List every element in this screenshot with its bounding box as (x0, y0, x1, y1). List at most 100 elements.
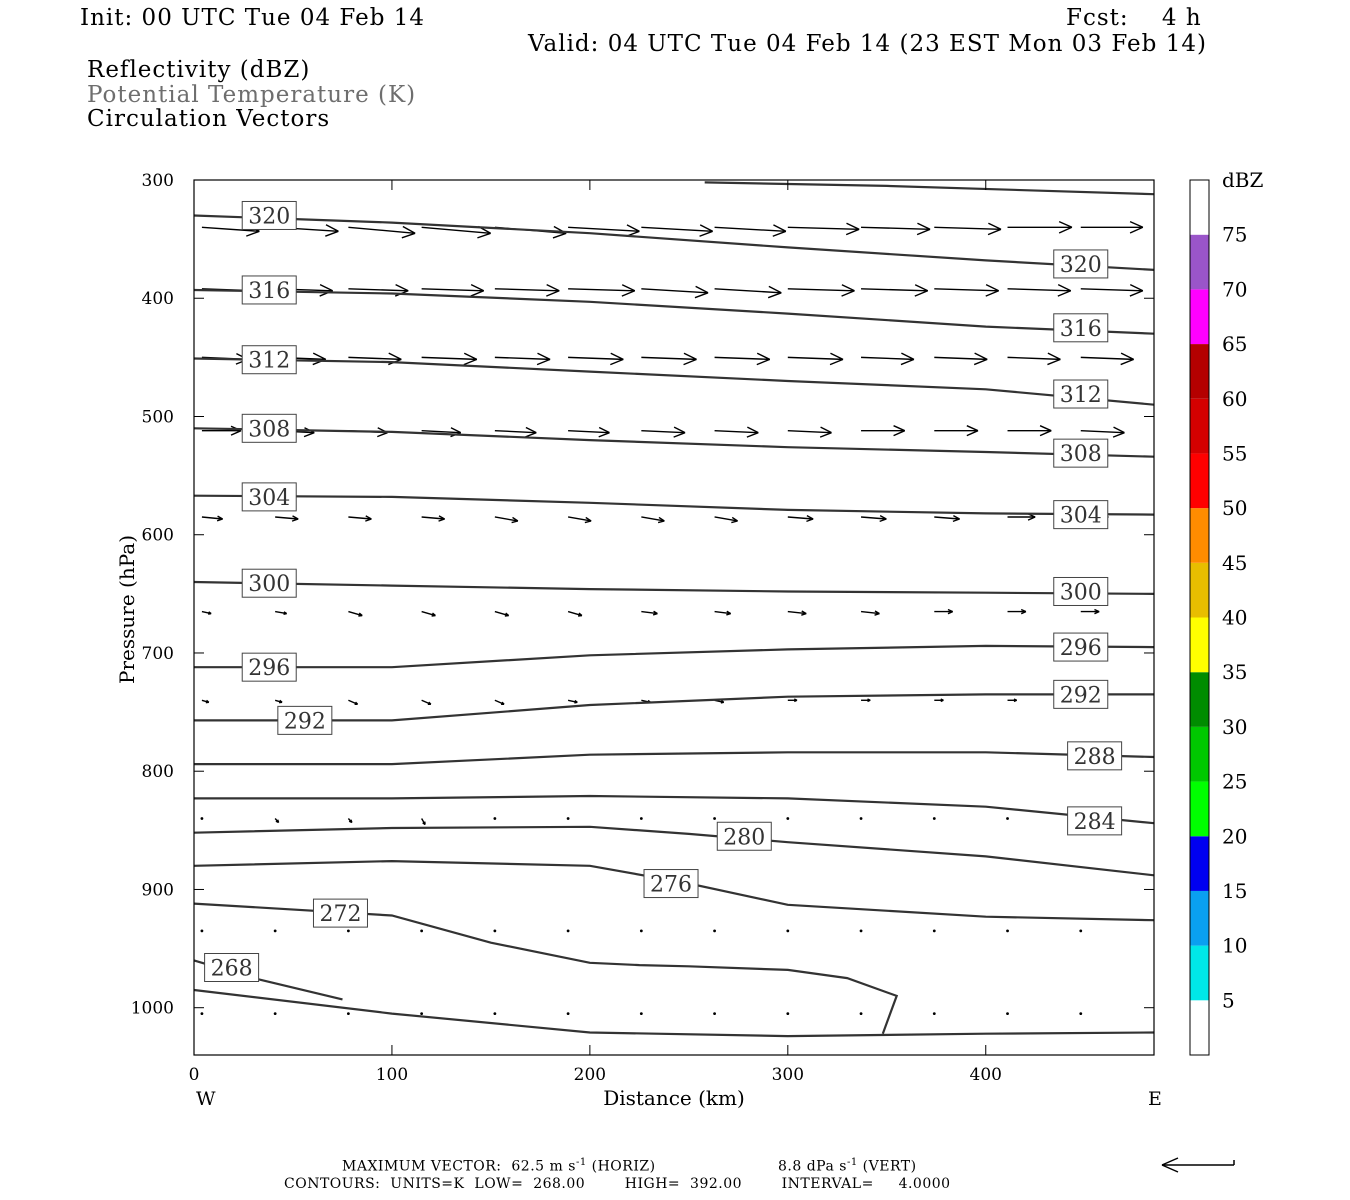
x-end-label-west: W (196, 1088, 216, 1110)
vector-dot (932, 817, 936, 820)
colorbar-segment (1190, 617, 1209, 673)
vector-head (966, 430, 979, 437)
vector-head (1094, 608, 1100, 613)
vector-dot (566, 817, 570, 820)
vector-dot (639, 1012, 643, 1016)
vector-head (1039, 425, 1052, 432)
vector-shaft (641, 516, 665, 522)
contour-line (193, 580, 1155, 595)
vector-shaft (421, 516, 445, 520)
vector-head (1112, 432, 1125, 438)
colorbar-level-label: 70 (1222, 277, 1247, 301)
contour-label: 288 (1074, 745, 1116, 770)
vector-head (438, 518, 445, 522)
contour-label: 296 (1060, 636, 1102, 661)
vector-dot (639, 817, 643, 820)
contour-label-box (1053, 249, 1109, 279)
vector-dot (932, 1012, 936, 1016)
vector-head (1057, 290, 1072, 297)
vector-dot (713, 817, 716, 820)
vector-head (720, 699, 725, 703)
colorbar-level-label: 15 (1222, 879, 1247, 903)
vector-head (893, 430, 906, 437)
plot-frame (193, 179, 1155, 1056)
colorbar-unit: dBZ (1222, 168, 1264, 192)
vector-head (230, 430, 242, 436)
vector-head (988, 222, 1002, 230)
vector-head (767, 292, 782, 299)
colorbar-level-label: 10 (1222, 934, 1247, 958)
colorbar-level-label: 75 (1222, 223, 1247, 247)
vector-head (845, 228, 860, 236)
contour-line (194, 794, 1155, 825)
vector-head (546, 284, 560, 292)
vector-head (1058, 220, 1073, 228)
horiz-exponent: -1 (575, 1157, 587, 1168)
contour-label-box (241, 482, 297, 512)
horiz-tag: (HORIZ) (591, 1158, 656, 1175)
contour-label-box (241, 345, 297, 375)
contour-label: 308 (1060, 442, 1102, 467)
vector-dot (1006, 817, 1009, 820)
vector-dot (1006, 1012, 1009, 1016)
vector-shaft (494, 516, 518, 522)
vector-head (402, 225, 416, 234)
vector-shaft (348, 356, 402, 361)
vector-head (1057, 284, 1072, 292)
vector-head (277, 819, 280, 823)
vector-head (974, 352, 988, 360)
vector-head (279, 699, 283, 703)
theta-contours: 320 320 316 316 312 312 308 308 304 304 300 300 296 2… (193, 181, 1155, 1038)
vector-head (546, 290, 560, 297)
contour-label: 296 (248, 656, 290, 681)
vector-head (1120, 358, 1134, 366)
vector-head (621, 290, 636, 297)
vector-head (292, 515, 299, 520)
vector-head (1058, 226, 1073, 234)
contour-label: 304 (248, 486, 290, 511)
contour-label-box (1053, 632, 1109, 662)
vector-shaft (567, 516, 592, 522)
vector-shaft (934, 356, 988, 361)
contour-label: 304 (1060, 504, 1102, 529)
vector-head (438, 515, 445, 520)
vector-shaft (787, 610, 807, 615)
vector-shaft (421, 356, 477, 361)
contour-line (193, 288, 1155, 335)
vector-head (819, 432, 832, 438)
contour-label-box (1067, 806, 1123, 836)
vector-head (1129, 226, 1144, 234)
colorbar-segment (1190, 945, 1209, 1001)
vector-head (1047, 358, 1061, 366)
vector-shaft (348, 516, 372, 520)
x-tick-label: 300 (772, 1065, 804, 1085)
vector-head (746, 432, 759, 438)
y-tick-label: 900 (142, 880, 174, 900)
contour-line (193, 427, 1155, 458)
vector-head (578, 612, 583, 617)
vector-head (470, 284, 485, 292)
contour-line (194, 644, 1155, 669)
vector-shaft (714, 610, 731, 615)
vector-dot (1006, 929, 1009, 933)
vector-head (987, 228, 1002, 236)
y-tick-label: 1000 (131, 999, 174, 1019)
contour-label-box (1053, 379, 1109, 409)
vector-head (673, 426, 686, 434)
contour-label: 312 (248, 349, 290, 374)
contour-line (193, 214, 1155, 271)
vector-shaft (1007, 288, 1071, 292)
vector-dot (1079, 929, 1083, 933)
vector-shaft (787, 288, 855, 292)
vector-head (206, 699, 210, 703)
vector-head (846, 222, 860, 230)
contour-label: 292 (284, 709, 326, 734)
colorbar-level-label: 65 (1222, 332, 1247, 356)
vector-head (537, 352, 551, 360)
contour-label-box (1053, 438, 1109, 468)
vector-dot (786, 817, 790, 820)
vector-shaft (275, 516, 299, 520)
vector-head (867, 698, 871, 701)
valid-time: Valid: 04 UTC Tue 04 Feb 14 (23 EST Mon … (528, 31, 1207, 57)
